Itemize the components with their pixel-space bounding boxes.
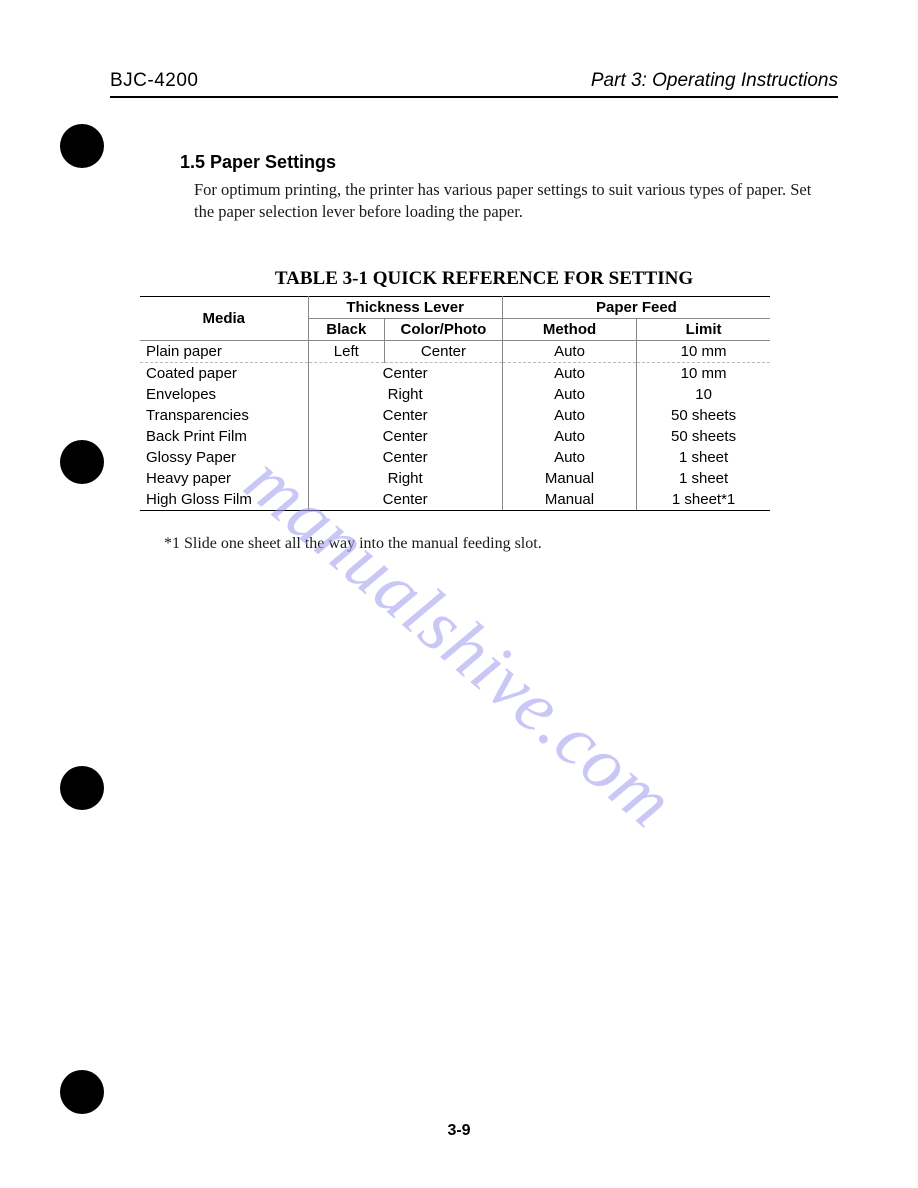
cell-method: Auto bbox=[502, 405, 636, 426]
cell-lever: Center bbox=[308, 489, 502, 511]
table-row: Plain paper Left Center Auto 10 mm bbox=[140, 340, 770, 362]
cell-method: Auto bbox=[502, 447, 636, 468]
settings-table: Media Thickness Lever Paper Feed Black C… bbox=[140, 296, 770, 511]
punch-hole-icon bbox=[60, 124, 104, 168]
section-paragraph: For optimum printing, the printer has va… bbox=[194, 179, 828, 224]
cell-limit: 10 mm bbox=[637, 340, 770, 362]
cell-lever: Center bbox=[308, 362, 502, 384]
cell-color: Center bbox=[385, 340, 503, 362]
table-footnote: *1 Slide one sheet all the way into the … bbox=[164, 535, 828, 553]
col-media: Media bbox=[140, 296, 308, 340]
table-row: Envelopes Right Auto 10 bbox=[140, 384, 770, 405]
table-row: Coated paper Center Auto 10 mm bbox=[140, 362, 770, 384]
cell-media: Plain paper bbox=[140, 340, 308, 362]
cell-limit: 10 bbox=[637, 384, 770, 405]
col-thickness: Thickness Lever bbox=[308, 296, 502, 318]
cell-media: Glossy Paper bbox=[140, 447, 308, 468]
header-rule bbox=[110, 96, 838, 98]
col-limit: Limit bbox=[637, 318, 770, 340]
section-heading: 1.5 Paper Settings bbox=[180, 152, 828, 173]
cell-black: Left bbox=[308, 340, 385, 362]
cell-lever: Center bbox=[308, 426, 502, 447]
cell-media: High Gloss Film bbox=[140, 489, 308, 511]
cell-limit: 50 sheets bbox=[637, 426, 770, 447]
table-header-row: Media Thickness Lever Paper Feed bbox=[140, 296, 770, 318]
cell-media: Heavy paper bbox=[140, 468, 308, 489]
document-page: BJC-4200 Part 3: Operating Instructions … bbox=[0, 0, 918, 1188]
cell-media: Envelopes bbox=[140, 384, 308, 405]
cell-method: Auto bbox=[502, 426, 636, 447]
cell-lever: Center bbox=[308, 405, 502, 426]
header-part-title: Part 3: Operating Instructions bbox=[591, 70, 838, 92]
table-row: Glossy Paper Center Auto 1 sheet bbox=[140, 447, 770, 468]
punch-hole-icon bbox=[60, 766, 104, 810]
punch-hole-icon bbox=[60, 440, 104, 484]
table-row: Transparencies Center Auto 50 sheets bbox=[140, 405, 770, 426]
col-colorphoto: Color/Photo bbox=[385, 318, 503, 340]
cell-method: Manual bbox=[502, 468, 636, 489]
col-black: Black bbox=[308, 318, 385, 340]
cell-lever: Right bbox=[308, 384, 502, 405]
table-body: Plain paper Left Center Auto 10 mm Coate… bbox=[140, 340, 770, 510]
cell-media: Back Print Film bbox=[140, 426, 308, 447]
cell-limit: 1 sheet bbox=[637, 468, 770, 489]
cell-method: Auto bbox=[502, 384, 636, 405]
col-paperfeed: Paper Feed bbox=[502, 296, 770, 318]
cell-media: Transparencies bbox=[140, 405, 308, 426]
cell-method: Manual bbox=[502, 489, 636, 511]
section-content: 1.5 Paper Settings For optimum printing,… bbox=[180, 152, 828, 553]
punch-hole-icon bbox=[60, 1070, 104, 1114]
cell-method: Auto bbox=[502, 362, 636, 384]
cell-media: Coated paper bbox=[140, 362, 308, 384]
cell-limit: 50 sheets bbox=[637, 405, 770, 426]
table-row: Back Print Film Center Auto 50 sheets bbox=[140, 426, 770, 447]
cell-limit: 1 sheet*1 bbox=[637, 489, 770, 511]
header-model: BJC-4200 bbox=[110, 70, 199, 92]
cell-limit: 1 sheet bbox=[637, 447, 770, 468]
cell-lever: Center bbox=[308, 447, 502, 468]
table-caption: TABLE 3-1 QUICK REFERENCE FOR SETTING bbox=[140, 268, 828, 290]
table-row: High Gloss Film Center Manual 1 sheet*1 bbox=[140, 489, 770, 511]
cell-lever: Right bbox=[308, 468, 502, 489]
page-header: BJC-4200 Part 3: Operating Instructions bbox=[110, 70, 838, 92]
col-method: Method bbox=[502, 318, 636, 340]
page-number: 3-9 bbox=[0, 1122, 918, 1140]
cell-method: Auto bbox=[502, 340, 636, 362]
table-row: Heavy paper Right Manual 1 sheet bbox=[140, 468, 770, 489]
cell-limit: 10 mm bbox=[637, 362, 770, 384]
